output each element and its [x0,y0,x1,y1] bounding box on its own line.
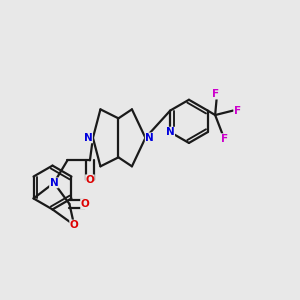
Text: O: O [81,199,89,209]
Text: N: N [50,178,58,188]
Text: F: F [221,134,228,144]
Text: O: O [85,175,94,185]
Text: F: F [234,106,241,116]
Text: N: N [166,127,175,137]
Text: N: N [145,133,154,143]
Text: N: N [84,133,92,143]
Text: O: O [70,220,79,230]
Text: F: F [212,89,219,99]
